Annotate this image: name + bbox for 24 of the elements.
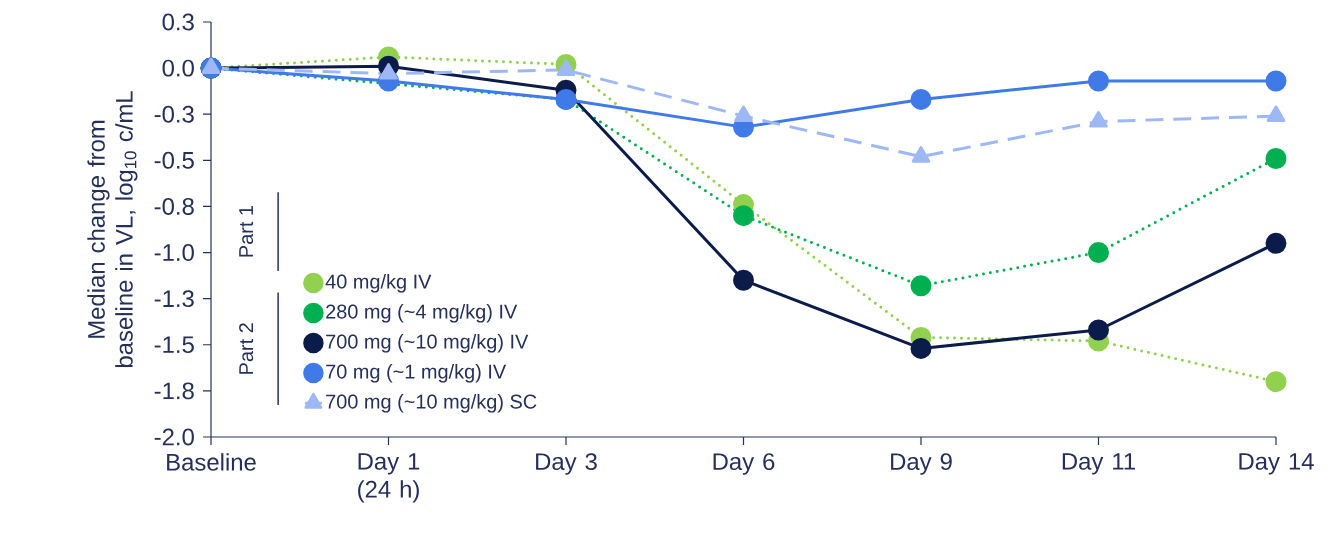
x-tick-label: Day 11	[1062, 453, 1135, 475]
y-tick-label: -0.3	[154, 105, 194, 123]
y-tick-label: 0.0	[162, 59, 194, 77]
y-tick-label: -0.5	[154, 151, 194, 169]
x-tick-label: Day 1 (24 h)	[358, 453, 420, 503]
y-tick-label: 0.3	[162, 13, 194, 31]
y-tick-label: -2.0	[154, 428, 194, 446]
y-tick-label: -1.0	[154, 244, 194, 262]
annotation: Part 2	[239, 323, 254, 374]
x-tick-label: Day 14	[1239, 453, 1314, 475]
legend-label: 700 mg (~10 mg/kg) SC	[326, 394, 537, 413]
y-tick-label: -1.3	[154, 290, 194, 308]
y-tick-label: -0.8	[154, 197, 194, 215]
x-tick-label: Baseline	[167, 453, 256, 471]
legend-label: 280 mg (~4 mg/kg) IV	[326, 304, 518, 323]
legend-label: 40 mg/kg IV	[325, 273, 432, 293]
y-tick-label: -1.8	[154, 382, 194, 400]
annotation: Part 1	[239, 205, 254, 257]
x-tick-label: Day 6	[713, 453, 775, 475]
x-tick-label: Day 9	[891, 453, 952, 475]
y-tick-label: -1.5	[154, 336, 194, 354]
x-tick-label: Day 3	[536, 453, 597, 475]
legend-label: 70 mg (~1 mg/kg) IV	[326, 364, 507, 383]
legend-label: 700 mg (~10 mg/kg) IV	[326, 334, 529, 353]
